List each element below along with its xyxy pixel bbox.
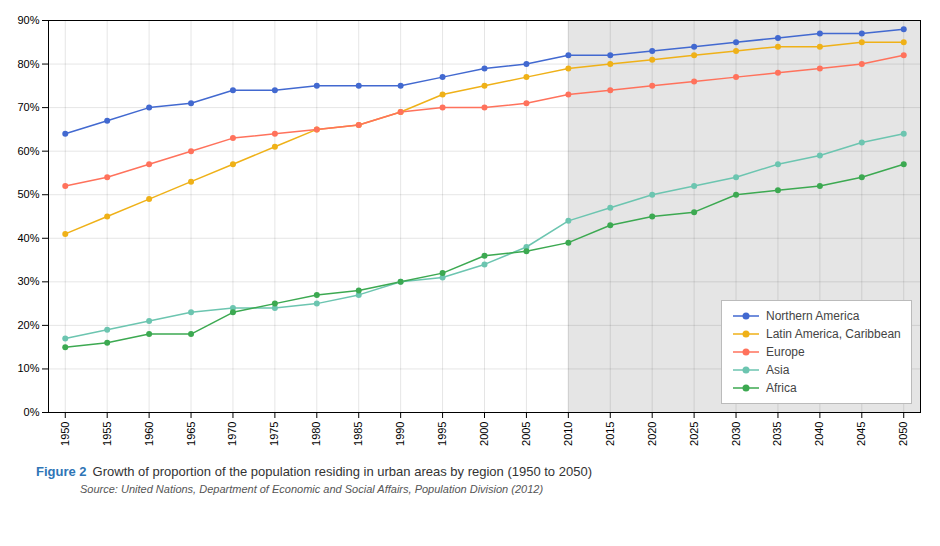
svg-text:2040: 2040 [813,422,825,446]
svg-text:2005: 2005 [520,422,532,446]
svg-text:1985: 1985 [352,422,364,446]
html-text:Europe: Europe [766,345,805,359]
html-text:Northern America: Northern America [766,309,860,323]
html-text:Source: United Nations, Depart: Source: United Nations, Department of Ec… [80,483,544,495]
svg-text:10%: 10% [17,362,39,374]
svg-text:20%: 20% [17,319,39,331]
html-text:Latin America, Caribbean: Latin America, Caribbean [766,327,901,341]
svg-text:2010: 2010 [562,422,574,446]
svg-text:1965: 1965 [185,422,197,446]
svg-text:30%: 30% [17,275,39,287]
svg-text:2035: 2035 [771,422,783,446]
svg-text:2025: 2025 [688,422,700,446]
svg-text:80%: 80% [17,58,39,70]
svg-text:90%: 90% [17,14,39,26]
svg-text:2030: 2030 [730,422,742,446]
svg-text:50%: 50% [17,188,39,200]
svg-text:2000: 2000 [478,422,490,446]
svg-text:1960: 1960 [143,422,155,446]
html-text:Figure 2 Growth of proportion: Figure 2 Growth of proportion of the pop… [36,464,592,479]
svg-text:2020: 2020 [646,422,658,446]
svg-text:70%: 70% [17,101,39,113]
html-text:Africa: Africa [766,381,797,395]
svg-text:2015: 2015 [604,422,616,446]
svg-text:1950: 1950 [59,422,71,446]
svg-text:1975: 1975 [268,422,280,446]
svg-text:60%: 60% [17,145,39,157]
svg-text:1995: 1995 [436,422,448,446]
svg-text:2045: 2045 [855,422,867,446]
svg-text:1990: 1990 [394,422,406,446]
html-text:Asia: Asia [766,363,790,377]
svg-text:1980: 1980 [310,422,322,446]
svg-text:1970: 1970 [226,422,238,446]
svg-text:2050: 2050 [897,422,909,446]
svg-text:0%: 0% [24,406,40,418]
svg-text:1955: 1955 [101,422,113,446]
svg-text:40%: 40% [17,232,39,244]
